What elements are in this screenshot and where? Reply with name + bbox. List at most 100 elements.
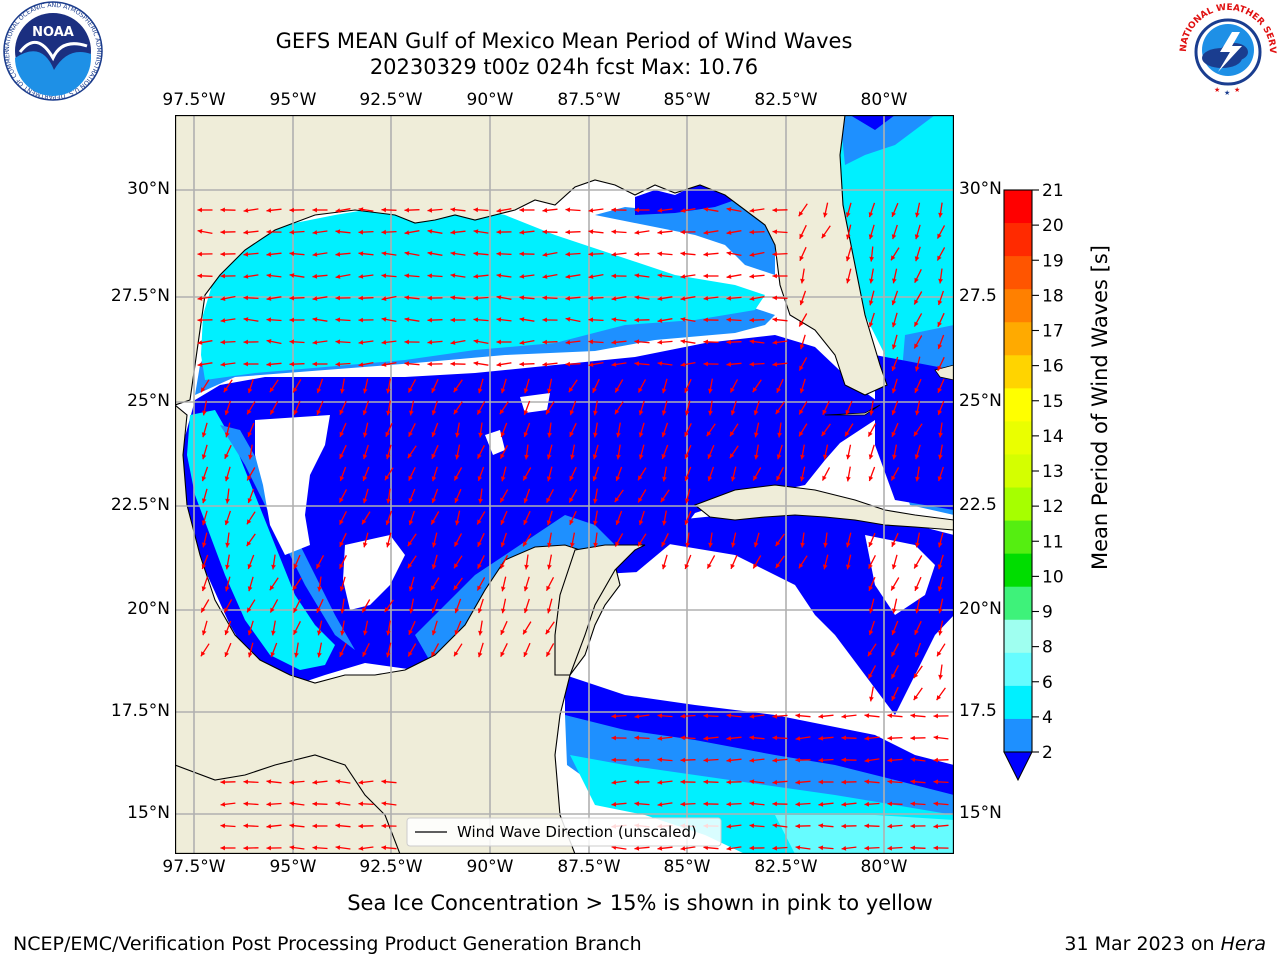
wind-wave-arrowhead (754, 432, 759, 438)
nws-logo: NATIONAL WEATHER SERVICE ★ ★ ★ (1176, 0, 1277, 99)
wind-wave-arrowhead (661, 432, 667, 438)
wind-wave-arrowhead (914, 387, 919, 393)
footer-host: Hera (1220, 933, 1266, 955)
wind-wave-arrowhead (293, 410, 298, 415)
colorbar-tick-label: 20 (1042, 216, 1064, 236)
wind-wave-arrowhead (634, 317, 639, 323)
wind-wave-arrowhead (431, 453, 436, 459)
wind-wave-arrowhead (565, 229, 570, 235)
wind-wave-arrowhead (615, 541, 620, 547)
wind-wave-arrowhead (362, 651, 367, 657)
wind-wave-arrowhead (450, 273, 456, 278)
wind-wave-arrowhead (638, 432, 644, 438)
colorbar-tick-label: 19 (1042, 251, 1064, 271)
wind-wave-arrowhead (381, 845, 387, 851)
wind-wave-arrowhead (799, 300, 805, 306)
wind-wave-arrowhead (220, 823, 226, 829)
wind-wave-arrowhead (680, 317, 686, 322)
wind-wave-arrowhead (477, 563, 482, 569)
wind-wave-arrowhead (611, 801, 617, 807)
land-us-north (175, 115, 888, 406)
wind-wave-arrowhead (914, 343, 919, 349)
wind-wave-arrowhead (822, 564, 828, 570)
wind-wave-arrowhead (776, 387, 781, 393)
wind-wave-arrowhead (588, 251, 593, 257)
wind-wave-arrowhead (408, 431, 413, 437)
wind-wave-arrowhead (542, 274, 548, 279)
wind-wave-arrowhead (547, 564, 552, 570)
wind-wave-arrowhead (224, 520, 230, 526)
wind-wave-arrowhead (611, 207, 616, 213)
wind-wave-arrowhead (292, 585, 298, 591)
wind-wave-arrowhead (289, 229, 295, 235)
wind-wave-arrowhead (845, 409, 850, 415)
wind-wave-arrowhead (684, 387, 689, 393)
wind-wave-arrowhead (680, 735, 686, 741)
colorbar-bin (1004, 520, 1032, 555)
wind-wave-arrowhead (913, 431, 919, 437)
wind-wave-arrowhead (455, 432, 460, 438)
wind-wave-arrowhead (869, 410, 874, 416)
lon-label-top: 92.5°W (359, 90, 423, 110)
wind-wave-arrowhead (933, 713, 938, 719)
gulf-bin-6-8 (201, 205, 765, 380)
colorbar-bin (1004, 652, 1032, 687)
wind-wave-arrowhead (201, 630, 207, 636)
gulf-map: Wind Wave Direction (unscaled) (175, 115, 954, 854)
wind-wave-arrowhead (408, 475, 413, 481)
wind-wave-arrowhead (197, 296, 203, 301)
wind-wave-arrowhead (891, 475, 896, 481)
wind-wave-arrowhead (593, 542, 598, 548)
wind-wave-arrowhead (312, 801, 317, 807)
wind-wave-arrowhead (477, 388, 483, 394)
wind-wave-arrowhead (224, 652, 229, 657)
map-frame (175, 115, 954, 854)
wind-wave-arrowhead (726, 361, 732, 367)
wind-wave-arrowhead (201, 432, 207, 438)
wind-wave-arrowhead (500, 651, 505, 657)
wind-wave-arrowhead (753, 542, 759, 548)
wind-wave-arrowhead (611, 252, 617, 257)
colorbar-tick-label: 2 (1042, 743, 1053, 763)
wind-wave-arrowhead (662, 520, 667, 526)
wind-wave-arrowhead (243, 845, 248, 851)
wind-wave-arrowhead (225, 542, 230, 548)
wind-wave-arrowhead (335, 801, 341, 806)
wind-wave-arrowhead (289, 273, 295, 278)
wind-wave-arrowhead (269, 585, 275, 591)
wind-wave-arrowhead (316, 563, 321, 569)
wind-wave-arrowhead (384, 607, 390, 613)
wind-wave-arrowhead (937, 321, 942, 327)
wind-wave-arrowhead (776, 475, 781, 481)
wind-wave-arrowhead (638, 541, 643, 547)
wind-wave-arrowhead (339, 431, 344, 437)
wind-wave-arrowhead (937, 300, 943, 306)
wind-wave-arrowhead (657, 318, 663, 323)
wind-wave-arrowhead (496, 273, 502, 278)
wind-wave-arrowhead (684, 454, 689, 459)
wind-wave-arrowhead (657, 736, 663, 741)
wind-wave-arrowhead (868, 300, 874, 306)
lon-label-top: 87.5°W (557, 90, 621, 110)
wind-wave-arrowhead (891, 585, 896, 591)
wind-wave-arrowhead (749, 361, 754, 367)
wind-wave-arrowhead (431, 476, 437, 482)
wind-wave-arrowhead (867, 651, 873, 657)
wind-wave-arrowhead (841, 779, 846, 785)
wind-wave-arrowhead (708, 388, 713, 394)
wind-wave-arrowhead (431, 498, 437, 503)
wind-wave-arrowhead (657, 251, 663, 257)
wind-wave-arrowhead (404, 251, 410, 256)
wind-wave-arrowhead (775, 563, 781, 569)
wind-wave-arrowhead (891, 630, 897, 635)
wind-wave-arrowhead (271, 630, 276, 636)
wind-wave-arrowhead (431, 542, 437, 548)
wind-wave-arrowhead (634, 361, 640, 367)
wind-wave-arrowhead (266, 339, 272, 344)
colorbar-bin (1004, 355, 1032, 389)
wind-wave-arrowhead (868, 630, 874, 636)
wind-wave-arrowhead (938, 432, 943, 438)
wind-wave-arrowhead (729, 453, 735, 459)
lon-label-bottom: 97.5°W (162, 857, 226, 877)
wind-wave-arrowhead (570, 454, 575, 460)
